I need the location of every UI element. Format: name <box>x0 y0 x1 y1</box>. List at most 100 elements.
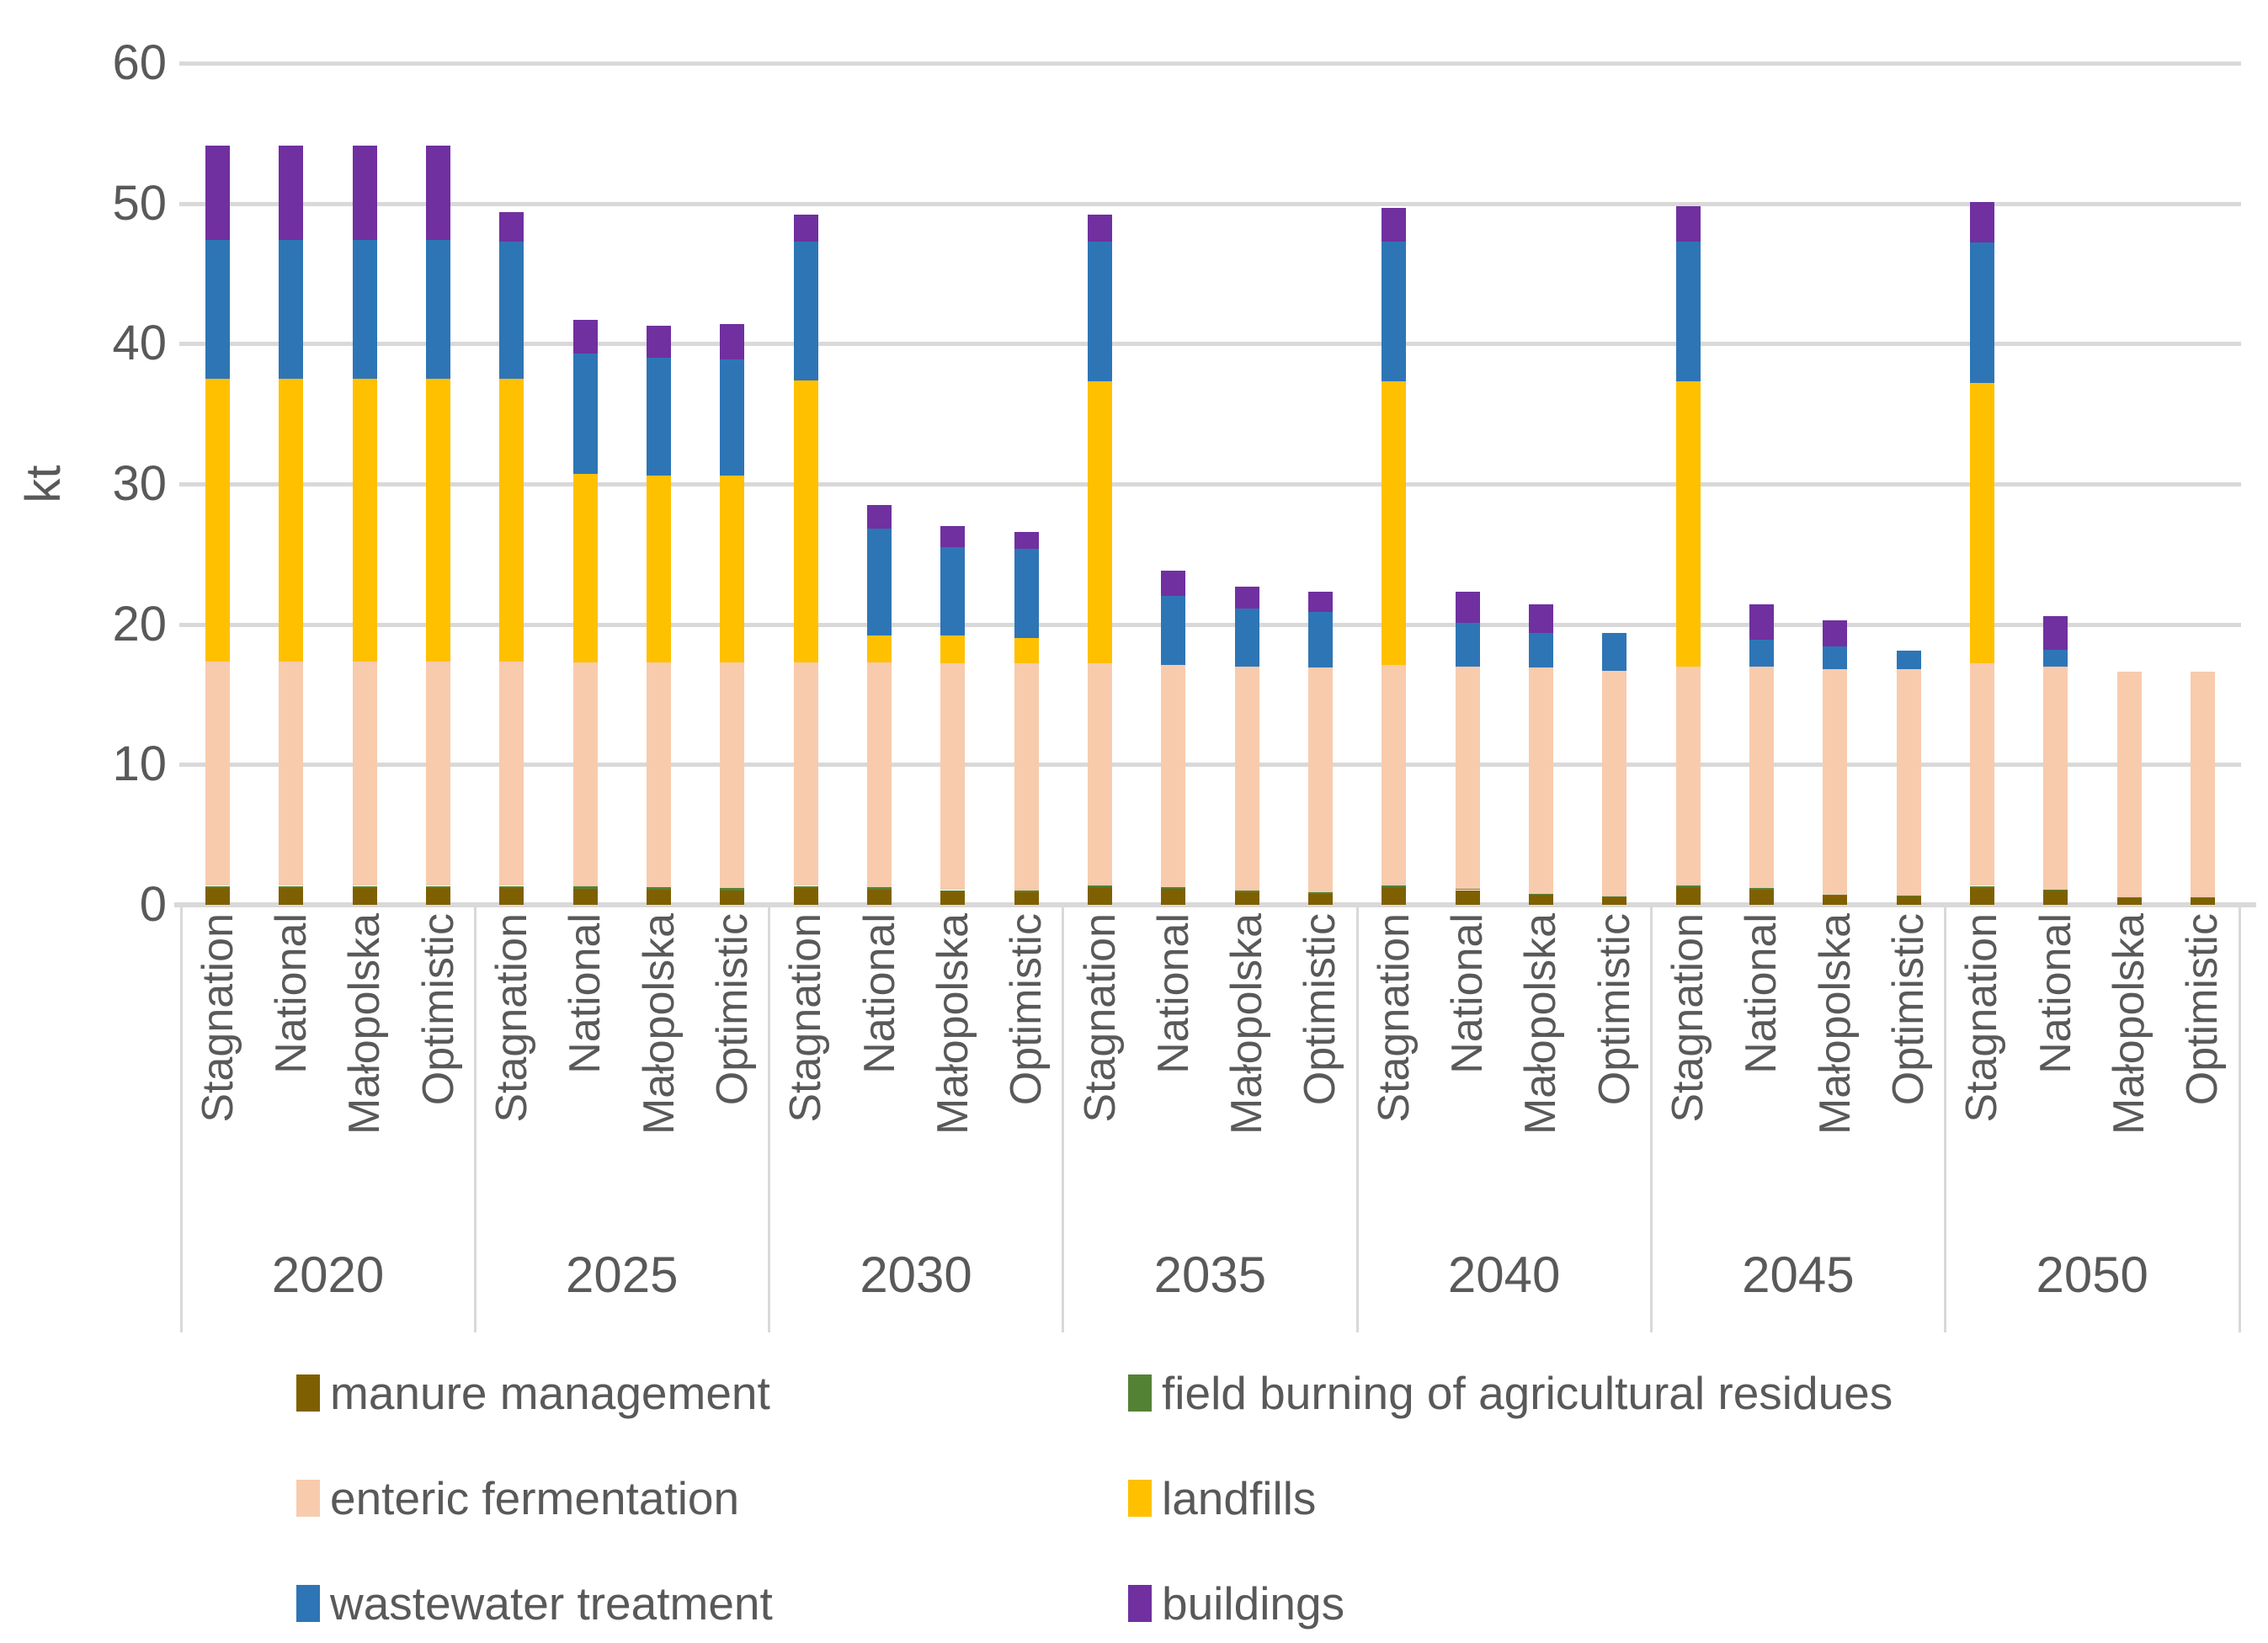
bar-segment-buildings-2030-stagnation <box>793 215 818 242</box>
bar-segment-buildings-2035-national <box>1161 571 1186 597</box>
bar-segment-landfills-2030-optimistic <box>1014 638 1039 664</box>
scenario-label-stagnation-2020: Stagnation <box>193 913 242 1123</box>
scenario-label-optimistic-2045: Optimistic <box>1884 913 1934 1106</box>
bar-segment-field-burning-of-agricultural-residues-2030-stagnation <box>793 885 818 888</box>
bar-segment-enteric-fermentation-2040-national <box>1455 666 1480 889</box>
bar-segment-buildings-2050-stagnation <box>1969 202 1994 243</box>
bar-segment-wastewater-treatment-2040-national <box>1455 623 1480 667</box>
bar-segment-buildings-2020-małopolska <box>352 146 377 240</box>
bar-segment-field-burning-of-agricultural-residues-2045-małopolska <box>1823 895 1848 896</box>
scenario-label-national-2030: National <box>854 913 904 1074</box>
scenario-label-stagnation-2040: Stagnation <box>1369 913 1419 1123</box>
bar-segment-manure-management-2020-małopolska <box>352 888 377 905</box>
scenario-label-stagnation-2050: Stagnation <box>1957 913 2007 1123</box>
bar-segment-manure-management-2030-optimistic <box>1014 892 1039 905</box>
bar-segment-wastewater-treatment-2030-stagnation <box>793 241 818 380</box>
bar-segment-buildings-2045-małopolska <box>1823 619 1848 647</box>
bar-segment-buildings-2020-optimistic <box>426 146 451 240</box>
bar-segment-buildings-2030-national <box>867 505 892 529</box>
bar-segment-wastewater-treatment-2040-stagnation <box>1382 241 1407 382</box>
x-axis-line <box>174 902 2256 907</box>
legend-swatch-icon <box>296 1585 320 1622</box>
bar-segment-wastewater-treatment-2045-stagnation <box>1675 241 1701 382</box>
bar-segment-enteric-fermentation-2045-national <box>1749 666 1774 888</box>
bar-segment-field-burning-of-agricultural-residues-2040-małopolska <box>1528 893 1553 896</box>
bar-segment-manure-management-2035-stagnation <box>1088 887 1113 905</box>
bar-segment-buildings-2045-national <box>1749 604 1774 640</box>
gridline-20 <box>179 622 2241 627</box>
group-separator <box>2238 905 2241 1332</box>
scenario-label-national-2050: National <box>2031 913 2080 1074</box>
gridline-60 <box>179 61 2241 66</box>
y-tick-label-10: 10 <box>112 736 167 792</box>
bar-segment-enteric-fermentation-2025-małopolska <box>647 662 672 888</box>
scenario-label-optimistic-2035: Optimistic <box>1296 913 1345 1106</box>
bar-segment-wastewater-treatment-2050-stagnation <box>1969 242 1994 383</box>
legend-swatch-icon <box>296 1480 320 1517</box>
group-separator <box>1355 905 1359 1332</box>
bar-segment-wastewater-treatment-2045-małopolska <box>1823 646 1848 669</box>
legend-swatch-icon <box>296 1374 320 1412</box>
bar-segment-manure-management-2020-stagnation <box>205 888 231 905</box>
bar-segment-enteric-fermentation-2025-optimistic <box>720 662 745 888</box>
bar-segment-field-burning-of-agricultural-residues-2045-national <box>1749 888 1774 890</box>
bar-segment-field-burning-of-agricultural-residues-2035-stagnation <box>1088 885 1113 888</box>
bar-segment-buildings-2025-małopolska <box>647 325 672 358</box>
y-tick-label-50: 50 <box>112 175 167 231</box>
bar-segment-enteric-fermentation-2035-małopolska <box>1234 666 1259 891</box>
legend-label: enteric fermentation <box>330 1472 740 1524</box>
scenario-label-stagnation-2030: Stagnation <box>781 913 831 1123</box>
bar-segment-enteric-fermentation-2025-national <box>572 662 598 887</box>
bar-segment-manure-management-2030-małopolska <box>940 891 966 905</box>
bar-segment-landfills-2025-stagnation <box>499 379 524 662</box>
scenario-label-optimistic-2040: Optimistic <box>1589 913 1639 1106</box>
bar-segment-field-burning-of-agricultural-residues-2035-optimistic <box>1307 892 1333 894</box>
bar-segment-landfills-2030-małopolska <box>940 635 966 664</box>
bar-segment-enteric-fermentation-2020-stagnation <box>205 661 231 886</box>
scenario-label-małopolska-2045: Małopolska <box>1810 913 1860 1135</box>
bar-segment-enteric-fermentation-2050-optimistic <box>2190 671 2215 897</box>
scenario-label-małopolska-2050: Małopolska <box>2105 913 2154 1135</box>
bar-segment-manure-management-2035-optimistic <box>1307 893 1333 905</box>
group-separator <box>1649 905 1653 1332</box>
group-separator <box>1062 905 1065 1332</box>
legend-swatch-icon <box>1128 1480 1152 1517</box>
y-tick-label-40: 40 <box>112 316 167 371</box>
bar-segment-field-burning-of-agricultural-residues-2035-małopolska <box>1234 891 1259 892</box>
year-label-2025: 2025 <box>566 1247 679 1303</box>
bar-segment-wastewater-treatment-2035-stagnation <box>1088 241 1113 382</box>
y-tick-label-60: 60 <box>112 35 167 90</box>
bar-segment-wastewater-treatment-2035-optimistic <box>1307 611 1333 668</box>
bar-segment-manure-management-2040-optimistic <box>1602 896 1627 905</box>
bar-segment-landfills-2035-stagnation <box>1088 381 1113 664</box>
scenario-label-national-2035: National <box>1148 913 1198 1074</box>
bar-segment-field-burning-of-agricultural-residues-2020-national <box>279 885 304 888</box>
bar-segment-wastewater-treatment-2020-optimistic <box>426 240 451 379</box>
bar-segment-landfills-2025-optimistic <box>720 476 745 662</box>
year-label-2045: 2045 <box>1742 1247 1855 1303</box>
bar-segment-field-burning-of-agricultural-residues-2030-małopolska <box>940 890 966 892</box>
gridline-40 <box>179 342 2241 347</box>
bar-segment-wastewater-treatment-2030-małopolska <box>940 547 966 635</box>
scenario-label-national-2020: National <box>266 913 316 1074</box>
bar-segment-manure-management-2040-małopolska <box>1528 895 1553 905</box>
bar-segment-manure-management-2025-stagnation <box>499 888 524 905</box>
bar-segment-manure-management-2050-stagnation <box>1969 888 1994 905</box>
bar-segment-buildings-2050-national <box>2043 615 2068 650</box>
bar-segment-landfills-2050-stagnation <box>1969 383 1994 664</box>
bar-segment-enteric-fermentation-2035-stagnation <box>1088 663 1113 885</box>
bar-segment-buildings-2025-national <box>572 320 598 354</box>
bar-segment-manure-management-2030-national <box>867 889 892 905</box>
scenario-label-stagnation-2035: Stagnation <box>1075 913 1125 1123</box>
scenario-label-optimistic-2025: Optimistic <box>707 913 757 1106</box>
bar-segment-wastewater-treatment-2025-stagnation <box>499 241 524 379</box>
year-label-2030: 2030 <box>860 1247 972 1303</box>
bar-segment-buildings-2030-małopolska <box>940 526 966 547</box>
bar-segment-wastewater-treatment-2025-optimistic <box>720 359 745 476</box>
bar-segment-wastewater-treatment-2025-national <box>572 354 598 475</box>
bar-segment-enteric-fermentation-2020-małopolska <box>352 661 377 886</box>
bar-segment-manure-management-2035-national <box>1161 888 1186 905</box>
bar-segment-field-burning-of-agricultural-residues-2020-stagnation <box>205 885 231 888</box>
bar-segment-manure-management-2050-małopolska <box>2116 897 2142 905</box>
bar-segment-enteric-fermentation-2030-małopolska <box>940 663 966 891</box>
